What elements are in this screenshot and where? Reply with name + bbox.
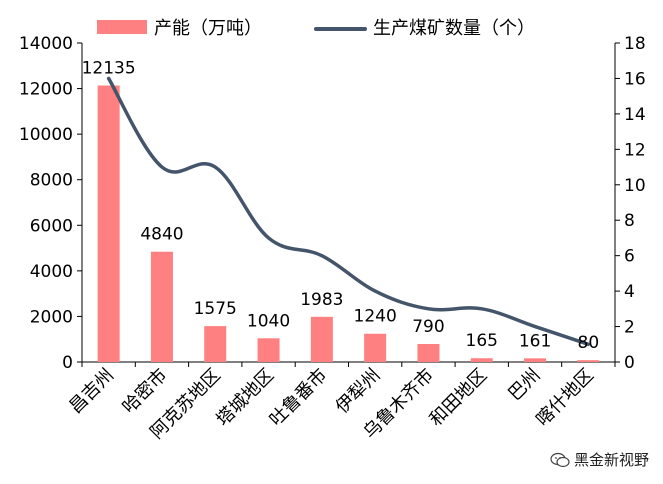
y-right-tick-label: 18 [624, 34, 646, 54]
category-label: 巴州 [504, 365, 544, 405]
bar [524, 358, 547, 362]
y-right-tick-label: 6 [624, 247, 635, 267]
bar [310, 316, 333, 362]
y-right-tick-label: 0 [624, 353, 635, 373]
bar-data-label: 1040 [247, 311, 290, 331]
y-left-tick-label: 12000 [19, 80, 73, 100]
watermark-text: 黑金新视野 [573, 451, 649, 469]
y-right-tick-label: 8 [624, 211, 635, 231]
category-label: 吐鲁番市 [266, 365, 332, 431]
legend-bar-swatch [97, 20, 147, 34]
category-label: 昌吉州 [65, 365, 118, 418]
bar [577, 360, 600, 362]
y-right-tick-label: 16 [624, 69, 646, 89]
bar [204, 326, 227, 362]
bar-data-label: 4840 [140, 225, 183, 245]
watermark: 黑金新视野 [550, 449, 649, 470]
bar-data-label: 165 [466, 331, 498, 351]
axes: 0 2000 4000 6000 8000 10000 12000 14000 0 2 4 6 8 10 1… [19, 34, 646, 373]
y-left-tick-label: 8000 [30, 171, 73, 191]
data-labels: 12135 4840 1575 1040 1983 1240 790 165 161 80 [82, 58, 600, 353]
y-left-tick-label: 2000 [30, 307, 73, 327]
y-right-tick-label: 14 [624, 105, 646, 125]
bar-data-label: 1240 [354, 307, 397, 327]
y-left-tick-label: 0 [62, 353, 73, 373]
bar-data-label: 1575 [194, 299, 237, 319]
bar-data-label: 12135 [82, 58, 136, 78]
bar-data-label: 1983 [300, 290, 343, 310]
bar [364, 333, 387, 362]
bars [97, 85, 600, 362]
wechat-icon [550, 452, 570, 467]
bar [257, 338, 280, 362]
y-left-tick-label: 14000 [19, 34, 73, 54]
bar [417, 343, 440, 362]
bar-data-label: 80 [578, 333, 600, 353]
legend-bar-label: 产能（万吨） [154, 18, 262, 39]
y-right-tick-label: 12 [624, 140, 646, 160]
category-label: 和田地区 [426, 365, 492, 431]
y-left-tick-label: 10000 [19, 125, 73, 145]
category-label: 喀什地区 [532, 365, 598, 431]
y-right-tick-label: 10 [624, 176, 646, 196]
category-label: 塔城地区 [212, 365, 278, 431]
y-right-tick-label: 4 [624, 282, 635, 302]
legend-line-label: 生产煤矿数量（个） [373, 18, 535, 39]
y-left-tick-label: 4000 [30, 262, 73, 282]
bar [150, 251, 173, 362]
legend: 产能（万吨） 生产煤矿数量（个） [97, 18, 535, 39]
bar [470, 358, 493, 362]
bar-data-label: 790 [412, 317, 444, 337]
y-left-tick-label: 6000 [30, 216, 73, 236]
line-series [106, 76, 591, 347]
y-right-tick-label: 2 [624, 318, 635, 338]
bar [97, 85, 120, 362]
bar-data-label: 161 [519, 331, 551, 351]
line-path [106, 76, 591, 347]
